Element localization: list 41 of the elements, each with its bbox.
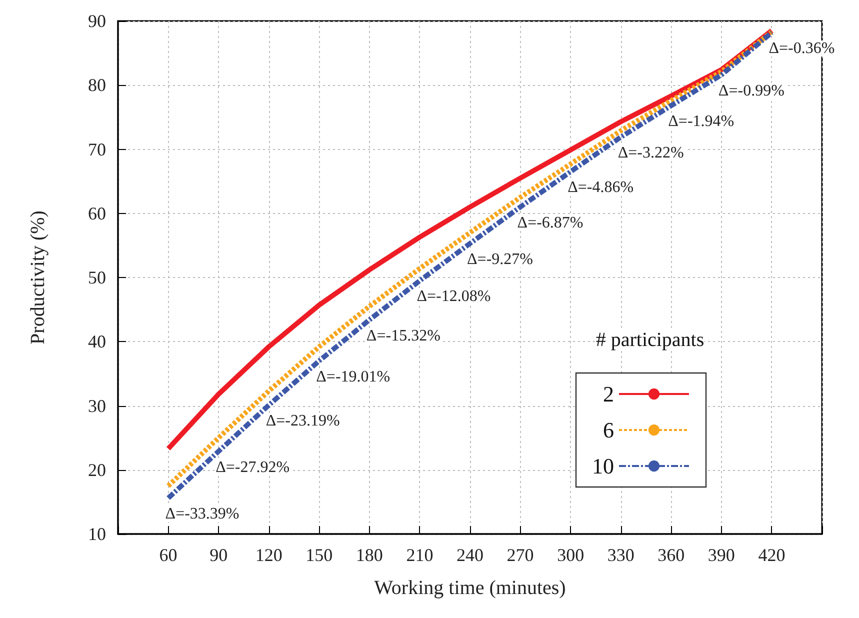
annotation: Δ=-1.94% xyxy=(668,113,734,130)
x-tick-label: 270 xyxy=(506,545,534,565)
y-tick-label: 30 xyxy=(88,396,106,416)
x-axis-title: Working time (minutes) xyxy=(374,577,566,599)
annotation: Δ=-0.99% xyxy=(718,82,784,100)
x-tick-label: 240 xyxy=(456,545,484,565)
legend-label: 10 xyxy=(592,454,614,478)
annotation: Δ=-0.36% xyxy=(768,40,835,58)
annotation: Δ=-19.01% xyxy=(316,368,390,386)
x-tick-label: 60 xyxy=(159,545,178,565)
x-tick-label: 390 xyxy=(708,545,735,565)
x-tick-label: 360 xyxy=(658,545,685,565)
y-tick-label: 40 xyxy=(88,332,106,352)
annotation: Δ=-15.32% xyxy=(366,327,440,344)
y-tick-label: 80 xyxy=(88,75,106,96)
annotation: Δ=-33.39% xyxy=(165,506,240,523)
x-tick-label: 210 xyxy=(406,545,434,565)
x-tick-label: 150 xyxy=(306,545,333,565)
y-tick-label: 50 xyxy=(88,268,106,288)
y-axis-title: Productivity (%) xyxy=(27,210,49,344)
y-tick-label: 20 xyxy=(88,460,106,480)
y-tick-label: 10 xyxy=(88,524,106,544)
y-tick-label: 70 xyxy=(88,139,106,160)
legend-label: 6 xyxy=(603,418,614,442)
annotation: Δ=-27.92% xyxy=(216,458,290,476)
x-tick-label: 420 xyxy=(758,545,786,565)
annotation: Δ=-12.08% xyxy=(416,288,491,306)
legend-title: # participants xyxy=(596,329,704,351)
annotation: Δ=-3.22% xyxy=(618,144,684,162)
annotation: Δ=-6.87% xyxy=(517,214,584,232)
annotation: Δ=-23.19% xyxy=(266,412,340,430)
legend-label: 2 xyxy=(603,382,614,406)
x-tick-label: 180 xyxy=(356,545,383,565)
x-tick-label: 300 xyxy=(557,545,584,565)
x-tick-label: 120 xyxy=(255,545,282,565)
annotation: Δ=-4.86% xyxy=(568,179,634,196)
annotation: Δ=-9.27% xyxy=(467,251,533,268)
y-tick-label: 90 xyxy=(88,11,106,31)
y-tick-label: 60 xyxy=(88,203,106,224)
x-tick-label: 90 xyxy=(210,545,228,565)
x-tick-label: 330 xyxy=(607,545,634,565)
